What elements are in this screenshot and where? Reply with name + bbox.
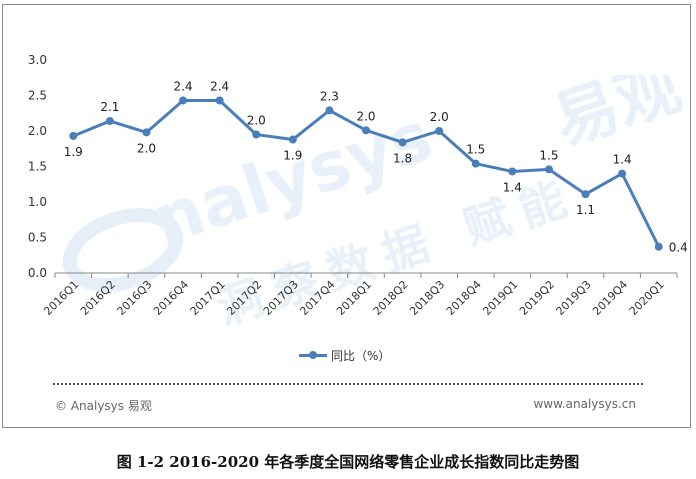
data-point [362, 126, 370, 135]
x-axis-ticks: 2016Q12016Q22016Q32016Q42017Q12017Q22017… [41, 273, 678, 318]
y-tick-label: 2.5 [28, 89, 47, 103]
data-point [618, 169, 627, 178]
x-tick-label: 2019Q1 [480, 278, 520, 318]
data-point [581, 190, 590, 199]
footer-website: www.analysys.cn [533, 397, 636, 411]
footer-copyright: © Analysys 易观 [55, 399, 152, 413]
x-tick-label: 2018Q1 [334, 278, 374, 318]
y-tick-label: 0.0 [28, 266, 47, 280]
data-point [654, 242, 663, 251]
series-points [69, 96, 663, 251]
x-tick-label: 2019Q4 [590, 278, 630, 318]
data-point [288, 135, 297, 144]
data-point [215, 96, 224, 105]
data-label: 1.4 [613, 153, 632, 167]
y-tick-label: 3.0 [28, 53, 47, 67]
x-tick-label: 2016Q3 [115, 278, 155, 318]
data-point [179, 96, 188, 105]
x-tick-label: 2016Q2 [78, 278, 118, 318]
x-tick-label: 2017Q1 [188, 278, 228, 318]
figure-caption: 图 1-2 2016-2020 年各季度全国网络零售企业成长指数同比走势图 [116, 453, 580, 471]
x-tick-label: 2020Q1 [627, 278, 667, 318]
data-point [471, 159, 480, 168]
x-tick-label: 2016Q1 [41, 278, 81, 318]
data-point [69, 131, 78, 140]
data-label: 2.0 [137, 141, 156, 155]
data-point [508, 167, 517, 176]
chart-frame: nalysys 易观 洞察数据 赋能 0.0 0.5 1.0 1.5 2.0 2.5 3.0… [2, 4, 691, 428]
data-label: 2.0 [430, 110, 449, 124]
data-label: 1.1 [576, 203, 595, 217]
x-tick-label: 2018Q4 [444, 278, 484, 318]
x-tick-label: 2017Q4 [297, 278, 337, 318]
x-tick-label: 2017Q2 [224, 278, 264, 318]
data-point [544, 165, 553, 174]
data-label: 1.5 [466, 143, 485, 157]
data-point [435, 127, 444, 135]
x-tick-label: 2019Q2 [517, 278, 557, 318]
data-label: 1.8 [393, 151, 412, 165]
data-label: 2.4 [174, 79, 193, 93]
x-tick-label: 2017Q3 [261, 278, 301, 318]
data-label: 2.4 [210, 79, 229, 93]
dotted-divider [53, 383, 643, 385]
data-label: 1.5 [539, 148, 558, 162]
y-tick-label: 0.5 [28, 231, 47, 245]
data-label: 2.0 [247, 114, 266, 128]
y-tick-label: 1.0 [28, 195, 47, 209]
data-label: 2.0 [356, 109, 375, 123]
x-tick-label: 2018Q2 [371, 278, 411, 318]
data-point [252, 130, 261, 139]
data-point [325, 106, 334, 115]
legend-swatch [299, 349, 327, 361]
x-tick-label: 2016Q4 [151, 278, 191, 318]
data-point [142, 128, 151, 137]
y-tick-label: 1.5 [28, 160, 47, 174]
data-label: 1.9 [283, 149, 302, 163]
data-point [105, 117, 114, 126]
line-chart: 0.0 0.5 1.0 1.5 2.0 2.5 3.0 2016Q12016Q22016Q3… [28, 53, 688, 318]
legend-label: 同比（%） [331, 348, 391, 363]
data-label: 2.3 [320, 89, 339, 103]
data-labels: 1.9 2.1 2.0 2.4 2.4 2.0 1.9 2.3 2.0 1.8 2.0 1.5 1.4 1… [64, 79, 688, 254]
data-point [398, 138, 407, 147]
chart-legend: 同比（%） [299, 346, 390, 364]
y-tick-label: 2.0 [28, 124, 47, 138]
x-tick-label: 2018Q3 [407, 278, 447, 318]
data-label: 2.1 [100, 100, 119, 114]
data-label: 1.9 [64, 145, 83, 159]
data-label: 0.4 [669, 241, 688, 255]
data-label: 1.4 [503, 180, 522, 194]
y-axis-ticks: 0.0 0.5 1.0 1.5 2.0 2.5 3.0 [28, 53, 47, 280]
x-tick-label: 2019Q3 [554, 278, 594, 318]
